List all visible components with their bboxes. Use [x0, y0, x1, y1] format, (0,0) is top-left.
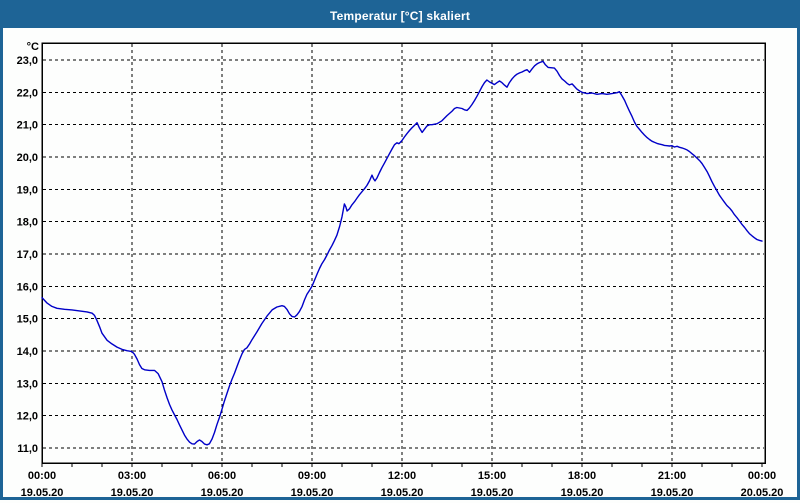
x-axis-time-label: 03:00 [118, 470, 146, 482]
y-axis-tick-label: 13,0 [17, 378, 38, 390]
x-axis-time-label: 00:00 [748, 470, 776, 482]
x-axis-time-label: 12:00 [388, 470, 416, 482]
x-axis-date-label: 19.05.20 [381, 487, 424, 499]
x-axis-date-label: 19.05.20 [561, 487, 604, 499]
y-axis-tick-label: 15,0 [17, 314, 38, 326]
plot-border [41, 42, 766, 464]
y-axis-tick-label: 19,0 [17, 184, 38, 196]
x-axis-time-label: 21:00 [658, 470, 686, 482]
y-axis-tick-label: 20,0 [17, 152, 38, 164]
x-axis-date-label: 19.05.20 [471, 487, 514, 499]
y-axis-tick-label: 16,0 [17, 281, 38, 293]
temperature-chart: 23,0 22,0 21,0 20,0 19,0 18,0 17,0 16,0 15,0 14,0… [17, 41, 784, 499]
x-axis-date-label: 19.05.20 [651, 487, 694, 499]
y-axis-tick-label: 22,0 [17, 87, 38, 99]
x-axis-time-label: 15:00 [478, 470, 506, 482]
y-axis-tick-label: 17,0 [17, 249, 38, 261]
y-axis-tick-label: 18,0 [17, 217, 38, 229]
y-axis-tick-label: 21,0 [17, 120, 38, 132]
x-axis-date-label: 19.05.20 [201, 487, 244, 499]
x-axis-date-label: 19.05.20 [21, 487, 64, 499]
x-axis-time-label: 06:00 [208, 470, 236, 482]
x-axis-time-label: 09:00 [298, 470, 326, 482]
x-axis-time-label: 00:00 [28, 470, 56, 482]
y-axis-tick-label: 12,0 [17, 411, 38, 423]
x-axis-date-label: 19.05.20 [291, 487, 334, 499]
x-axis-date-label: 20.05.20 [741, 487, 784, 499]
window-title: Temperatur [°C] skaliert [329, 8, 471, 23]
x-axis-date-label: 19.05.20 [111, 487, 154, 499]
y-axis-tick-label: 23,0 [17, 55, 38, 67]
y-axis-tick-label: 14,0 [17, 346, 38, 358]
x-axis-time-label: 18:00 [568, 470, 596, 482]
y-axis-tick-label: 11,0 [17, 443, 38, 455]
temperature-line [41, 60, 763, 446]
y-axis-unit-label: °C [27, 41, 39, 53]
window-titlebar: Temperatur [°C] skaliert [3, 3, 797, 28]
